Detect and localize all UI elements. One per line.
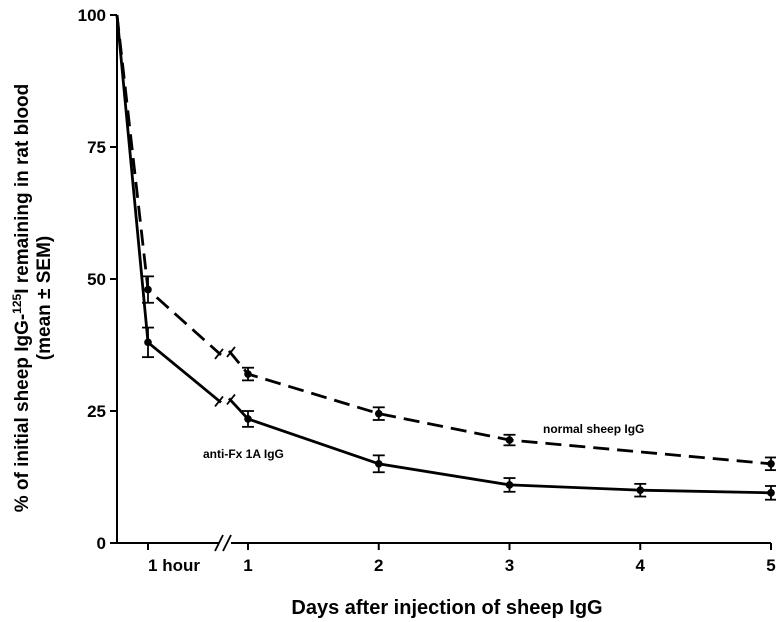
x-tick-label: 2 <box>374 556 383 575</box>
data-point <box>244 370 252 378</box>
x-axis-label: Days after injection of sheep IgG <box>291 597 602 619</box>
x-tick-label: 1 hour <box>148 556 200 575</box>
y-tick-label: 25 <box>87 402 106 421</box>
series-break-mark <box>214 348 224 360</box>
series-line-segment <box>227 397 772 495</box>
x-tick-label: 3 <box>505 556 514 575</box>
axes: 0 25 50 75 100 1 hour 1 2 3 4 5 <box>78 6 776 575</box>
data-point <box>767 489 775 497</box>
y-tick-label: 50 <box>87 270 106 289</box>
series-label-anti-fx: anti-Fx 1A IgG <box>203 447 284 461</box>
series-break-mark <box>226 346 236 358</box>
y-tick-label: 100 <box>78 6 106 25</box>
x-tick-label: 5 <box>766 556 775 575</box>
y-axis-label-part2: I remaining in rat blood <box>12 84 33 294</box>
data-point <box>767 460 775 468</box>
series-line-segment <box>227 350 772 466</box>
data-point <box>144 285 152 294</box>
series-layer <box>115 14 776 501</box>
y-tick-label: 0 <box>97 534 106 553</box>
series-break-mark <box>214 395 224 408</box>
data-point <box>374 460 383 468</box>
y-axis-label: % of initial sheep IgG-125I remaining in… <box>10 84 33 513</box>
y-axis-label-part1: % of initial sheep IgG- <box>12 314 33 512</box>
x-tick-label: 4 <box>636 556 646 575</box>
y-axis-label-line2: (mean ± SEM) <box>34 236 55 360</box>
series-normal-sheep-igg <box>115 14 776 472</box>
data-point <box>505 436 514 444</box>
labels-layer: Days after injection of sheep IgG % of i… <box>10 84 644 619</box>
x-axis-break-mark <box>222 534 232 552</box>
series-anti-fx-1a-igg <box>115 14 776 501</box>
x-tick-label: 1 <box>243 556 252 575</box>
data-point <box>144 338 152 347</box>
y-tick-label: 75 <box>87 138 106 157</box>
series-label-normal: normal sheep IgG <box>543 422 644 436</box>
series-break-mark <box>226 393 236 406</box>
y-axis-label-superscript: 125 <box>10 293 24 313</box>
data-point <box>636 486 645 495</box>
series-line-segment <box>115 14 222 404</box>
x-axis-break-mark <box>214 534 224 552</box>
data-point <box>505 481 514 489</box>
data-point <box>244 415 252 423</box>
data-point <box>374 409 383 418</box>
